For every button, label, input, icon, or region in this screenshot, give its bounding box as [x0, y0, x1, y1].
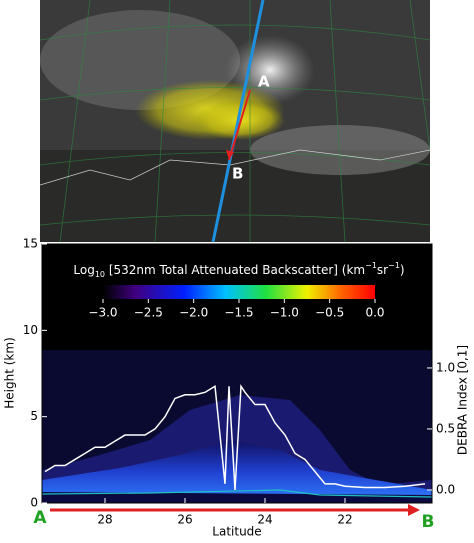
endpoint-label: B — [422, 512, 435, 532]
y2-tick-label: 0.5 — [436, 421, 455, 435]
satellite-image — [40, 0, 430, 242]
y-tick-label: 10 — [23, 323, 38, 337]
y-tick-label: 0 — [30, 496, 38, 510]
colorbar-tick-label: −1.5 — [224, 306, 253, 320]
colorbar-label-part: Log — [73, 263, 94, 277]
colorbar-label-part: 10 — [95, 270, 105, 279]
endpoint-label: A — [33, 508, 47, 528]
colorbar-label-part: [532nm Total Attenuated Backscatter] (km — [105, 263, 365, 277]
track-arrow-head — [408, 504, 420, 516]
colorbar — [103, 285, 375, 299]
y-axis-label: Height (km) — [3, 337, 17, 408]
x-tick-label: 26 — [177, 513, 192, 527]
colorbar-label-part: −1 — [388, 261, 400, 270]
x-tick-label: 24 — [257, 513, 272, 527]
y-tick-label: 5 — [30, 409, 38, 423]
colorbar-label-part: −1 — [365, 261, 377, 270]
colorbar-tick-label: −0.5 — [315, 306, 344, 320]
colorbar-label-part: ) — [400, 263, 405, 277]
y-tick-label: 15 — [23, 237, 38, 251]
y2-axis-label: DEBRA Index [0,1] — [456, 345, 470, 455]
y2-tick-label: 0.0 — [436, 482, 455, 496]
x-tick-label: 22 — [337, 513, 352, 527]
debra-line — [44, 383, 426, 490]
y2-tick-label: 1.0 — [436, 360, 455, 374]
colorbar-tick-label: −3.0 — [88, 306, 117, 320]
colorbar-label: Log10 [532nm Total Attenuated Backscatte… — [73, 261, 404, 279]
satellite-label: A — [258, 73, 270, 91]
colorbar-tick-label: −2.5 — [134, 306, 163, 320]
x-tick-label: 28 — [97, 513, 112, 527]
colorbar-tick-label: −2.0 — [179, 306, 208, 320]
x-axis-label: Latitude — [212, 525, 261, 539]
colorbar-tick-label: −1.0 — [270, 306, 299, 320]
plot-frame — [41, 243, 433, 504]
satellite-label: B — [232, 165, 243, 183]
colorbar-label-part: sr — [377, 263, 388, 277]
colorbar-tick-label: 0.0 — [365, 306, 384, 320]
